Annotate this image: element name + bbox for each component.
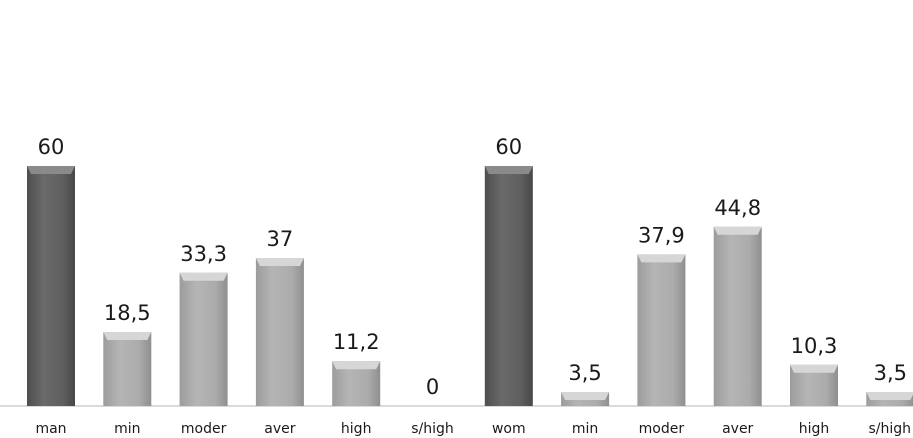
data-label-4: 11,2 [333,330,380,354]
bar-cap-7 [561,392,610,400]
bar-9-aver [713,226,762,406]
bar-cap-0 [27,166,75,174]
data-label-1: 18,5 [104,301,151,325]
bar-cap-3 [255,258,304,266]
bars-group [27,166,913,406]
data-label-5: 0 [426,375,439,399]
x-tick-label-5: s/high [411,421,454,437]
bar-cap-2 [179,272,228,281]
x-tick-label-9: aver [722,421,753,437]
data-label-11: 3,5 [874,361,907,385]
bar-6-wom [484,166,533,406]
bar-cap-9 [713,226,762,235]
data-label-7: 3,5 [568,361,601,385]
bar-cap-8 [637,254,686,263]
data-label-10: 10,3 [791,334,838,358]
x-tick-label-10: high [799,421,830,437]
bar-cap-11 [866,392,913,400]
bar-cap-4 [332,361,381,370]
data-label-9: 44,8 [714,196,761,220]
x-tick-label-4: high [341,421,372,437]
bar-1-min [103,332,152,406]
data-label-2: 33,3 [180,242,227,266]
x-tick-label-6: wom [492,421,526,437]
data-label-0: 60 [38,135,65,159]
data-label-6: 60 [495,135,522,159]
bar-0-man [27,166,75,406]
x-tick-label-7: min [572,421,598,437]
x-tick-labels-group: man min moder aver high s/high wom min moder aver… [35,421,911,437]
bar-2-moder [179,272,228,406]
data-label-3: 37 [267,227,294,251]
bar-3-aver [255,258,304,406]
x-tick-label-8: moder [639,421,685,437]
bar-cap-10 [790,364,838,373]
x-tick-label-3: aver [264,421,295,437]
data-label-8: 37,9 [638,223,685,247]
bar-cap-1 [103,332,152,340]
bar-cap-6 [484,166,533,174]
data-labels-group: 60 18,5 33,3 37 11,2 0 60 3,5 37,9 44,8 10,3 3,5 [38,135,907,399]
x-tick-label-11: s/high [868,421,911,437]
x-tick-label-1: min [114,421,140,437]
x-tick-label-2: moder [181,421,227,437]
bar-8-moder [637,254,686,406]
x-tick-label-0: man [35,421,66,437]
